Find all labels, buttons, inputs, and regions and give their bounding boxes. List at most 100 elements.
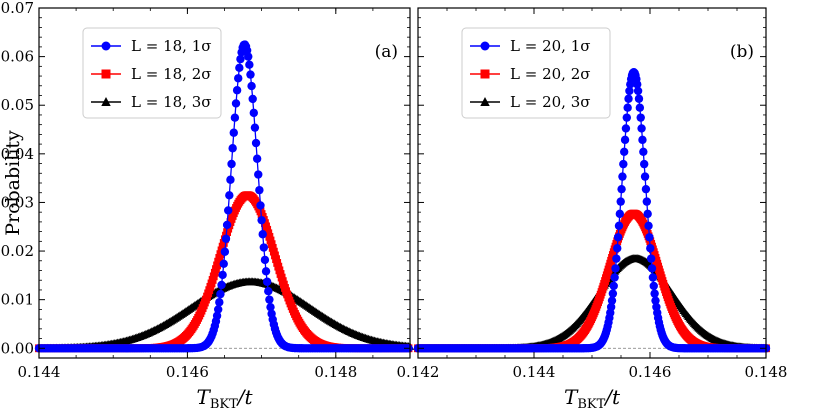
data-point [651,296,660,305]
data-point [616,197,625,206]
data-point [613,244,622,253]
data-point [623,103,632,112]
y-tick-label: 0.07 [1,0,34,17]
legend-label: L = 18, 1σ [131,37,211,55]
x-axis-title: TBKT/t [196,385,253,411]
series-square [414,209,770,353]
legend-marker [101,69,111,79]
data-point [621,124,631,133]
x-tick-label: 0.144 [513,363,556,381]
data-point [232,86,242,95]
legend-marker [480,69,490,79]
y-tick-label: 0.04 [1,145,34,163]
legend-box [461,27,611,119]
legend-marker [480,41,490,51]
data-point [224,206,233,215]
data-point [219,259,228,269]
data-point [647,264,657,273]
series-triangle [34,277,415,352]
data-point [220,247,230,256]
data-point [636,113,645,122]
data-point [610,273,619,282]
data-point [257,215,266,225]
legend-marker [101,97,111,106]
data-point [625,86,634,96]
data-point [215,298,224,307]
data-point [247,81,256,91]
data-point [229,128,238,137]
data-point [225,191,234,200]
y-tick-label: 0.06 [1,48,34,66]
x-axis-title: TBKT/t [564,385,621,411]
x-tick-label: 0.148 [745,363,788,381]
legend-label: L = 18, 3σ [131,93,211,111]
data-point [231,99,241,108]
y-tick-label: 0.01 [1,291,34,309]
data-point [260,255,270,265]
data-point [633,80,642,89]
data-point [216,289,225,299]
data-point [644,221,653,230]
data-point [606,302,616,312]
series-triangle [413,254,771,352]
data-point [226,175,235,184]
data-point [221,234,231,243]
y-tick-label: 0.00 [1,339,34,357]
legend-box [82,27,222,119]
data-point [255,185,264,195]
data-point [265,295,274,304]
y-tick-label: 0.02 [1,242,34,260]
legend: L = 18, 1σ L = 18, 2σ L = 18, 3σ [82,27,222,119]
data-point [612,254,621,263]
legend-label: L = 20, 3σ [510,93,590,111]
legend-marker [101,41,111,51]
data-point [641,184,651,194]
data-point [244,52,253,61]
data-point [624,94,633,103]
x-tick-label: 0.146 [166,363,209,381]
legend: L = 20, 1σ L = 20, 2σ L = 20, 3σ [461,27,611,119]
data-point [637,124,646,133]
data-point [615,209,625,219]
data-point [230,113,240,122]
x-tick-label: 0.144 [18,363,61,381]
data-point [619,159,628,169]
data-point [248,94,257,104]
x-tick-label: 0.148 [314,363,357,381]
data-point [213,305,223,314]
y-tick-label: 0.03 [1,193,34,211]
data-point [266,302,275,312]
data-point [228,144,237,153]
data-point [646,254,656,263]
data-point [235,63,244,73]
data-point [613,233,623,242]
data-point [635,103,645,112]
data-point [217,280,226,290]
data-point [648,273,658,282]
data-point [609,281,618,291]
data-point [245,60,254,69]
data-point [640,172,650,181]
data-point [645,233,654,242]
data-point [650,289,659,298]
data-point [608,289,618,298]
data-point [250,123,260,132]
data-point [236,54,245,64]
data-point [212,311,222,320]
legend-label: L = 20, 1σ [510,37,590,55]
data-point [639,147,648,157]
data-point [611,264,620,273]
data-point [617,184,626,194]
y-axis-title: Probability [2,130,24,236]
data-point [218,270,227,280]
data-point [254,170,263,179]
x-tick-label: 0.146 [629,363,672,381]
data-point [642,197,652,206]
data-point [640,159,649,169]
data-point [259,243,269,252]
panel-label: (a) [375,42,398,62]
legend-label: L = 18, 2σ [131,65,211,83]
data-point [234,74,243,83]
data-point [258,230,267,239]
